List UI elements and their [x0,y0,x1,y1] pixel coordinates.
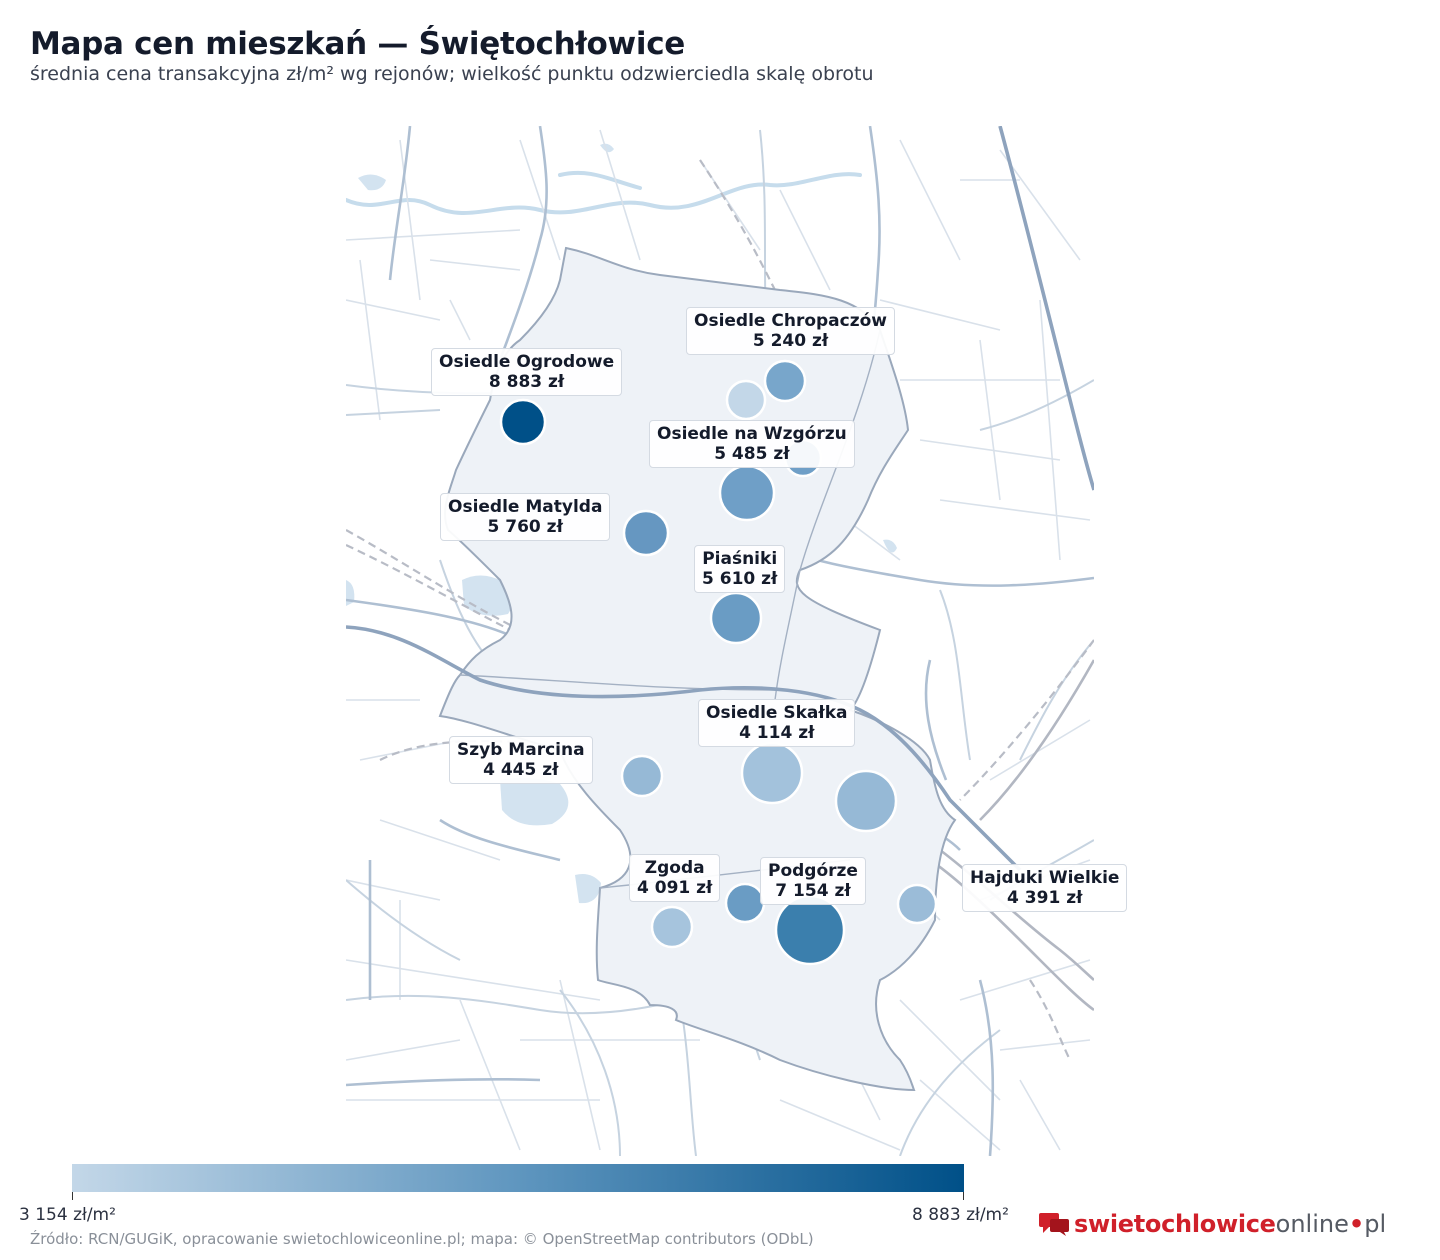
bubble-szyb-marcina[interactable] [620,754,664,798]
district-name: Zgoda [644,858,705,878]
page-title: Mapa cen mieszkań — Świętochłowice [30,26,686,62]
color-scale-max-label: 8 883 zł/m² [912,1205,1009,1225]
bubble-na-wzgorzu[interactable] [718,464,776,522]
label-podgorze: Podgórze 7 154 zł [760,857,866,905]
district-name: Osiedle Ogrodowe [439,352,615,372]
label-osiedle-chropaczow: Osiedle Chropaczów 5 240 zł [686,307,896,355]
bubble-chropaczow[interactable] [763,359,807,403]
district-price: 5 240 zł [752,331,829,351]
district-name: Osiedle Chropaczów [694,311,888,331]
district-price: 4 391 zł [1007,888,1083,908]
district-name: Osiedle Skałka [706,703,848,723]
color-scale-min-label: 3 154 zł/m² [19,1205,116,1225]
color-scale-max-tick [963,1192,964,1200]
district-name: Hajduki Wielkie [970,868,1120,888]
page-subtitle: średnia cena transakcyjna zł/m² wg rejon… [30,63,874,85]
logo-text-main: swietochlowice [1074,1210,1276,1238]
bubble-small-1 [725,379,767,421]
district-price: 5 485 zł [714,444,790,464]
bubble-podgorze[interactable] [774,894,846,966]
color-scale-min-tick [72,1192,73,1200]
bubble-ogrodowe[interactable] [499,398,547,446]
source-note: Źródło: RCN/GUGiK, opracowanie swietochl… [30,1230,814,1248]
logo-text-tld: pl [1364,1210,1387,1238]
district-price: 4 114 zł [739,723,815,743]
label-osiedle-ogrodowe: Osiedle Ogrodowe 8 883 zł [431,348,623,396]
site-logo[interactable]: swietochlowice online • pl [1038,1206,1386,1242]
district-price: 5 610 zł [702,569,778,589]
district-name: Osiedle na Wzgórzu [657,424,847,444]
bubble-zgoda[interactable] [650,905,694,949]
district-name: Piaśniki [702,549,778,569]
logo-text-online: online [1275,1210,1349,1238]
district-price: 5 760 zł [487,517,563,537]
label-osiedle-na-wzgorzu: Osiedle na Wzgórzu 5 485 zł [649,420,855,468]
district-price: 8 883 zł [488,372,565,392]
bubble-piasniki[interactable] [709,591,763,645]
bubble-matylda[interactable] [622,509,670,557]
color-scale-bar [72,1164,964,1192]
bubble-hajduki[interactable] [896,883,938,925]
district-price: 7 154 zł [775,881,851,901]
logo-dot: • [1348,1210,1365,1238]
district-price: 4 445 zł [483,760,559,780]
bubble-small-4 [724,882,766,924]
district-name: Osiedle Matylda [448,497,603,517]
label-piasniki: Piaśniki 5 610 zł [694,545,786,593]
label-osiedle-skalka: Osiedle Skałka 4 114 zł [698,699,856,747]
bubble-skalka[interactable] [740,741,804,805]
bubble-small-3 [834,769,898,833]
chat-bubbles-icon [1039,1213,1069,1236]
district-name: Podgórze [768,861,858,881]
label-hajduki-wielkie: Hajduki Wielkie 4 391 zł [962,864,1128,912]
label-osiedle-matylda: Osiedle Matylda 5 760 zł [440,493,611,541]
district-name: Szyb Marcina [457,740,585,760]
label-szyb-marcina: Szyb Marcina 4 445 zł [449,736,593,784]
district-price: 4 091 zł [637,878,713,898]
label-zgoda: Zgoda 4 091 zł [629,854,721,902]
